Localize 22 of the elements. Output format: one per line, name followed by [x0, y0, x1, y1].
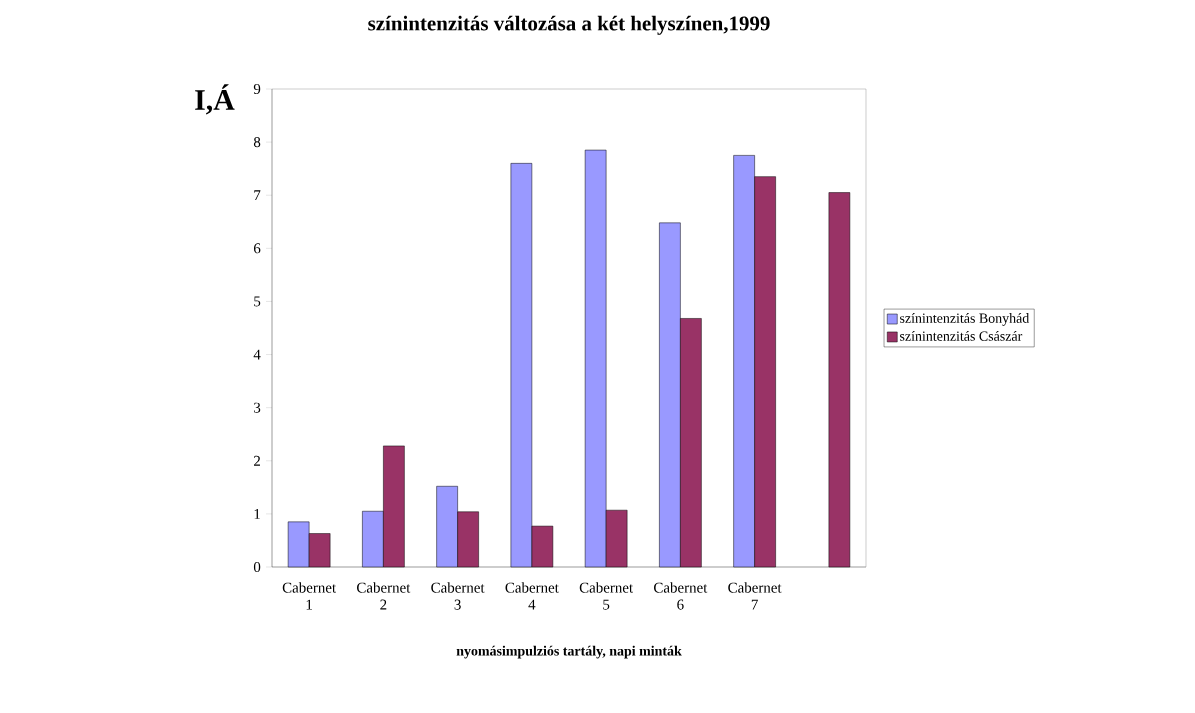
y-tick-label: 2 — [254, 455, 260, 466]
y-tick-label: 5 — [254, 296, 261, 307]
chart-title: színintenzitás változása a két helyszínen,1999 — [368, 15, 770, 35]
x-tick-label: Cabernet 3 — [431, 582, 485, 610]
x-tick-label: Cabernet 2 — [357, 582, 411, 610]
x-axis-title: nyomásimpulziós tartály, napi minták — [456, 645, 682, 659]
legend-label: színintenzitás Bonyhád — [900, 313, 1030, 326]
x-tick-label: Cabernet 6 — [654, 582, 708, 610]
y-tick-label: 7 — [254, 190, 261, 201]
x-tick-label: Cabernet 7 — [728, 582, 782, 610]
x-tick-label: Cabernet 1 — [282, 582, 337, 610]
y-tick-label: 9 — [253, 83, 261, 95]
y-axis-title: I,Á — [195, 84, 235, 115]
y-tick-label: 4 — [253, 349, 261, 360]
x-tick-label: Cabernet 5 — [579, 582, 634, 610]
y-tick-label: 1 — [254, 508, 260, 519]
legend-label: színintenzitás Császár — [900, 330, 1023, 341]
y-tick-label: 8 — [253, 137, 261, 148]
y-tick-label: 0 — [253, 561, 261, 573]
x-tick-label: Cabernet 4 — [505, 582, 559, 610]
y-tick-label: 3 — [254, 402, 261, 413]
y-tick-label: 6 — [253, 243, 261, 254]
